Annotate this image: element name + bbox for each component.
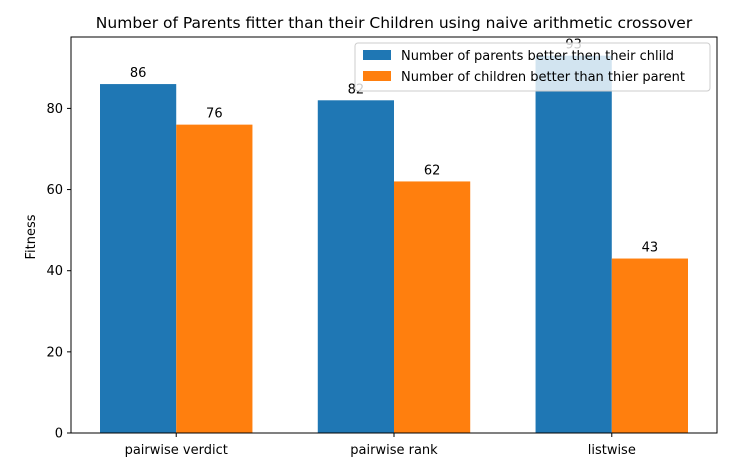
x-axis-ticks: pairwise verdict pairwise rank listwise <box>125 433 636 458</box>
x-tick-label-pairwise-rank: pairwise rank <box>350 443 438 458</box>
plot-frame <box>70 36 718 434</box>
x-tick-label-listwise: listwise <box>588 443 636 458</box>
data-labels: 867682629343 <box>130 38 658 256</box>
y-axis-label: Fitness <box>24 214 39 259</box>
y-tick-label-0: 0 <box>55 427 63 442</box>
y-tick-label-60: 60 <box>46 183 63 198</box>
y-tick-label-20: 20 <box>46 345 63 360</box>
y-tick-label-80: 80 <box>46 102 63 117</box>
bar-listwise-series-1 <box>535 55 612 433</box>
y-tick-label-40: 40 <box>46 264 63 279</box>
bar-pairwise-verdict-series-2 <box>176 124 253 433</box>
data-label-listwise-series-2: 43 <box>642 241 659 256</box>
data-label-pairwise-rank-series-2: 62 <box>424 163 441 178</box>
legend-swatch-2 <box>363 71 391 81</box>
legend-swatch-1 <box>363 50 391 60</box>
chart-title: Number of Parents fitter than their Chil… <box>96 14 693 32</box>
legend-label-2: Number of children better than thier par… <box>401 70 685 85</box>
bar-pairwise-rank-series-1 <box>317 100 394 434</box>
x-tick-label-pairwise-verdict: pairwise verdict <box>125 443 228 458</box>
y-axis-ticks: 0 20 40 60 80 <box>46 102 71 442</box>
bar-pairwise-verdict-series-1 <box>100 84 177 433</box>
bars-group <box>100 55 688 434</box>
legend-label-1: Number of parents better then their chli… <box>401 49 674 64</box>
legend: Number of parents better then their chli… <box>354 42 711 92</box>
data-label-pairwise-verdict-series-2: 76 <box>206 107 223 122</box>
legend-box <box>354 42 711 92</box>
data-label-pairwise-verdict-series-1: 86 <box>130 66 147 81</box>
bar-listwise-series-2 <box>611 258 688 433</box>
bar-pairwise-rank-series-2 <box>394 181 471 433</box>
